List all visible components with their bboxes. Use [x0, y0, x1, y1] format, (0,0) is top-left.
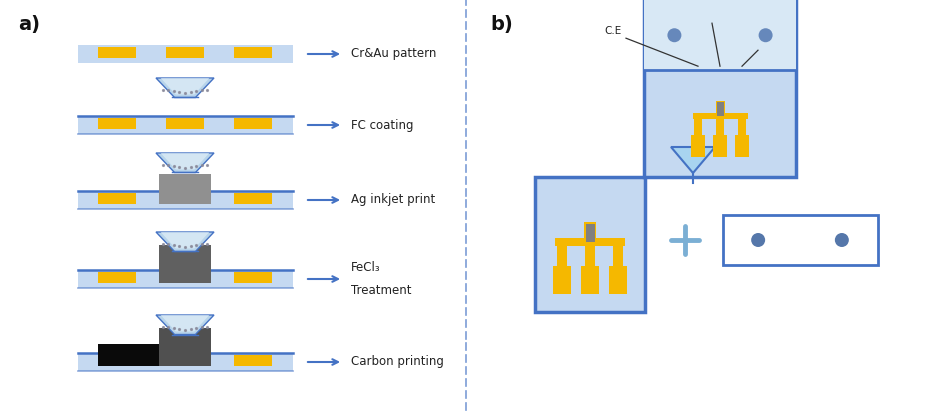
Polygon shape — [156, 78, 214, 98]
Text: FeCl₃: FeCl₃ — [351, 261, 380, 274]
Bar — [98, 118, 136, 129]
Bar — [98, 193, 136, 204]
Bar — [717, 103, 723, 117]
Bar — [716, 102, 724, 113]
Text: Carbon printing: Carbon printing — [351, 356, 444, 369]
Bar — [159, 245, 211, 283]
Text: Cr&Au pattern: Cr&Au pattern — [351, 47, 436, 61]
Text: a): a) — [18, 15, 40, 34]
Bar — [77, 270, 293, 288]
Text: W.E: W.E — [760, 45, 779, 55]
Bar — [166, 272, 204, 283]
Bar — [555, 239, 625, 247]
Text: C.E: C.E — [605, 26, 622, 36]
Circle shape — [759, 28, 773, 42]
Text: b): b) — [490, 15, 513, 34]
Bar — [234, 193, 272, 204]
Bar — [694, 120, 702, 136]
Polygon shape — [160, 232, 210, 249]
Polygon shape — [156, 315, 214, 334]
Bar — [77, 45, 293, 63]
Bar — [77, 116, 293, 134]
Bar — [713, 136, 727, 158]
Bar — [735, 136, 749, 158]
Bar — [166, 118, 204, 129]
Polygon shape — [156, 232, 214, 251]
Bar — [98, 344, 178, 366]
Circle shape — [667, 28, 681, 42]
Polygon shape — [156, 153, 214, 173]
Bar — [98, 355, 136, 366]
Bar — [716, 120, 724, 136]
Bar — [722, 215, 878, 265]
Bar — [234, 47, 272, 58]
Bar — [585, 247, 595, 266]
Text: Ag inkjet print: Ag inkjet print — [351, 193, 435, 207]
Bar — [691, 136, 705, 158]
Text: Treatment: Treatment — [351, 284, 412, 297]
Bar — [166, 47, 204, 58]
Bar — [557, 247, 567, 266]
Bar — [234, 272, 272, 283]
Bar — [159, 328, 211, 366]
Bar — [98, 47, 136, 58]
Bar — [77, 353, 293, 371]
Polygon shape — [160, 78, 210, 95]
Bar — [585, 225, 595, 242]
Bar — [535, 178, 645, 312]
Bar — [644, 0, 796, 178]
Bar — [609, 266, 627, 295]
Text: FC coating: FC coating — [351, 119, 414, 132]
Bar — [159, 174, 211, 204]
Bar — [581, 266, 599, 295]
Bar — [738, 120, 746, 136]
Bar — [166, 193, 204, 204]
Bar — [234, 118, 272, 129]
Bar — [584, 222, 596, 239]
Bar — [234, 355, 272, 366]
Bar — [166, 355, 204, 366]
Bar — [644, 0, 796, 70]
Bar — [98, 272, 136, 283]
Polygon shape — [671, 147, 715, 173]
Bar — [613, 247, 623, 266]
Circle shape — [835, 233, 849, 247]
Circle shape — [751, 233, 765, 247]
Bar — [553, 266, 571, 295]
Text: R.E. (Ag/AgCl): R.E. (Ag/AgCl) — [714, 11, 787, 21]
Bar — [77, 191, 293, 209]
Bar — [692, 113, 747, 120]
Polygon shape — [160, 153, 210, 169]
Polygon shape — [160, 315, 210, 332]
